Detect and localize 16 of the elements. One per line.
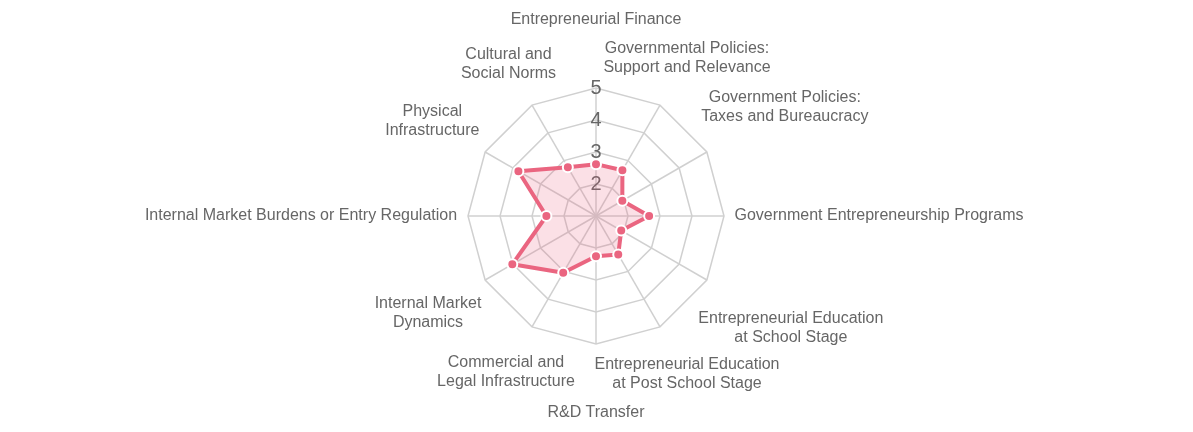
spoke-label: Internal Market Burdens or Entry Regulation xyxy=(144,206,458,224)
spoke-label: Physical Infrastructure xyxy=(385,102,480,139)
spoke-label: Commercial and Legal Infrastructure xyxy=(437,352,576,389)
y-tick-label: 2 xyxy=(590,171,602,194)
y-tick-label: 3 xyxy=(590,139,602,162)
y-tick-label: 5 xyxy=(590,75,602,98)
spoke-label: Internal Market Dynamics xyxy=(374,293,482,330)
spoke-label: Cultural and Social Norms xyxy=(460,45,557,82)
spoke-label: Government Policies: Taxes and Bureaucracy xyxy=(701,87,869,124)
spoke-label: Entrepreneurial Education at School Stage xyxy=(698,309,884,346)
spoke-label: Governmental Policies: Support and Relevance xyxy=(603,39,771,76)
y-tick-label: 4 xyxy=(590,107,602,130)
spoke-label: R&D Transfer xyxy=(547,402,646,420)
spoke-label: Entrepreneurial Finance xyxy=(510,9,682,27)
spoke-label: Government Entrepreneurship Programs xyxy=(734,206,1024,224)
spoke-label: Entrepreneurial Education at Post School Stage xyxy=(594,354,780,391)
